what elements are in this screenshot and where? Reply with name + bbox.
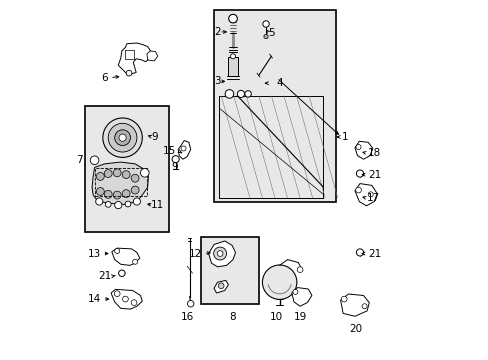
Circle shape <box>122 171 130 179</box>
Circle shape <box>297 267 303 273</box>
Text: 16: 16 <box>180 312 193 322</box>
Polygon shape <box>112 248 140 265</box>
Circle shape <box>96 188 104 195</box>
Circle shape <box>181 146 185 151</box>
Text: 18: 18 <box>367 148 381 158</box>
Circle shape <box>292 289 297 294</box>
Text: 3: 3 <box>214 76 221 86</box>
Circle shape <box>131 300 137 306</box>
Circle shape <box>217 251 223 256</box>
Text: 20: 20 <box>348 324 362 334</box>
Circle shape <box>115 202 122 209</box>
Circle shape <box>356 170 363 177</box>
Polygon shape <box>111 289 142 309</box>
Bar <box>85 107 169 232</box>
Text: 7: 7 <box>76 155 82 165</box>
Circle shape <box>90 156 99 165</box>
Text: 11: 11 <box>151 200 164 210</box>
Text: 15: 15 <box>163 146 176 156</box>
Text: 21: 21 <box>367 170 381 180</box>
Polygon shape <box>354 184 376 206</box>
Text: 12: 12 <box>188 248 202 258</box>
Text: 19: 19 <box>293 312 306 322</box>
Bar <box>227 57 238 76</box>
Polygon shape <box>291 288 311 306</box>
Circle shape <box>367 192 372 197</box>
Circle shape <box>213 247 226 260</box>
Circle shape <box>119 134 126 141</box>
Circle shape <box>133 198 140 205</box>
Circle shape <box>264 35 267 39</box>
Circle shape <box>237 90 244 98</box>
Circle shape <box>108 123 137 152</box>
Circle shape <box>122 190 130 198</box>
Circle shape <box>230 54 235 59</box>
Circle shape <box>115 248 120 253</box>
Circle shape <box>140 168 149 177</box>
Text: 2: 2 <box>214 27 221 37</box>
Text: 8: 8 <box>229 312 236 322</box>
Polygon shape <box>208 241 235 267</box>
Circle shape <box>172 156 179 163</box>
Text: 6: 6 <box>102 73 108 83</box>
Circle shape <box>262 21 269 27</box>
Circle shape <box>187 301 194 307</box>
Bar <box>201 237 258 304</box>
Circle shape <box>244 91 251 97</box>
Text: 21: 21 <box>98 271 111 281</box>
Circle shape <box>113 169 121 177</box>
Text: 10: 10 <box>270 312 283 322</box>
Text: 1: 1 <box>341 132 348 142</box>
Circle shape <box>341 296 346 302</box>
Circle shape <box>362 304 366 309</box>
Circle shape <box>131 186 139 194</box>
Polygon shape <box>214 280 228 293</box>
Circle shape <box>113 191 121 199</box>
Circle shape <box>104 190 112 198</box>
Circle shape <box>105 202 111 207</box>
Circle shape <box>122 296 128 302</box>
Circle shape <box>114 291 120 297</box>
Circle shape <box>96 198 102 205</box>
Circle shape <box>126 70 132 76</box>
Bar <box>214 10 335 202</box>
Polygon shape <box>92 162 148 204</box>
Text: 4: 4 <box>276 78 283 88</box>
Text: 17: 17 <box>366 193 379 203</box>
Circle shape <box>132 259 137 264</box>
Text: 13: 13 <box>88 248 101 258</box>
Polygon shape <box>147 51 158 61</box>
Bar <box>94 168 146 196</box>
Text: 14: 14 <box>88 294 101 304</box>
Text: 5: 5 <box>267 28 274 38</box>
Circle shape <box>96 172 104 180</box>
Text: 9: 9 <box>171 162 178 172</box>
Circle shape <box>228 14 237 23</box>
Circle shape <box>131 174 139 182</box>
Circle shape <box>355 144 360 149</box>
Circle shape <box>102 118 142 157</box>
Circle shape <box>356 249 363 256</box>
Polygon shape <box>118 43 150 75</box>
Circle shape <box>115 130 130 145</box>
Polygon shape <box>340 294 368 316</box>
Circle shape <box>119 270 125 276</box>
Polygon shape <box>354 141 372 159</box>
Text: 21: 21 <box>367 248 381 258</box>
Circle shape <box>355 187 361 193</box>
Circle shape <box>218 283 224 289</box>
Text: 9: 9 <box>151 132 158 142</box>
Polygon shape <box>178 140 190 159</box>
Circle shape <box>104 170 112 177</box>
Circle shape <box>125 201 131 207</box>
Circle shape <box>224 90 233 98</box>
Circle shape <box>262 265 296 300</box>
